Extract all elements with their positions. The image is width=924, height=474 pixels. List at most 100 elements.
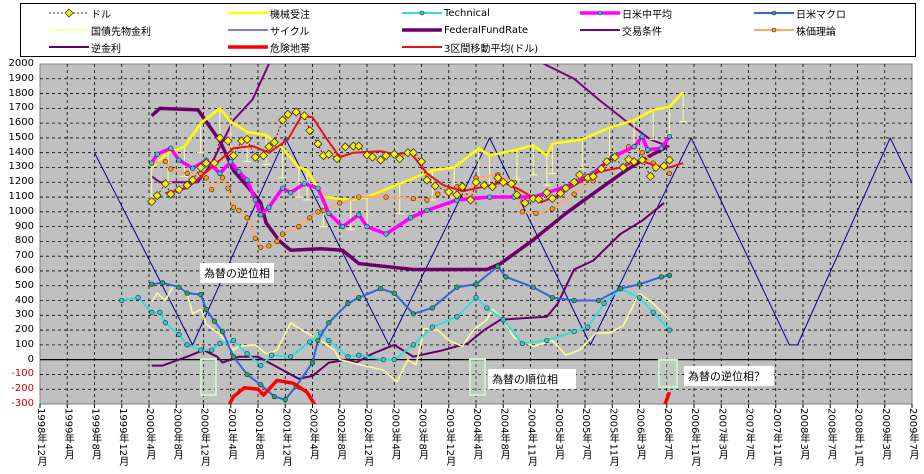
y-tick-label: 2000: [8, 58, 34, 69]
y-tick-label: 900: [14, 220, 34, 232]
data-point: [160, 280, 166, 286]
data-point: [471, 177, 481, 187]
data-point: [519, 340, 525, 346]
x-tick-label: 2004年8月: [498, 408, 510, 460]
x-tick-label: 2007年3月: [716, 408, 728, 460]
data-point: [190, 165, 196, 171]
data-point: [512, 190, 522, 200]
data-point: [596, 297, 602, 304]
data-point: [198, 347, 204, 353]
data-point: [271, 394, 277, 400]
data-point: [378, 286, 384, 292]
x-tick-label: 2004年4月: [471, 408, 482, 460]
y-tick-label: 600: [14, 264, 34, 276]
y-tick-label: -200: [11, 383, 34, 395]
data-point: [629, 156, 639, 167]
data-point: [309, 360, 316, 366]
data-point: [266, 243, 272, 249]
data-point: [209, 347, 215, 353]
data-point: [631, 144, 637, 150]
data-point: [250, 152, 260, 162]
data-point: [391, 357, 397, 363]
y-tick-label: 700: [14, 250, 34, 262]
data-point: [356, 352, 362, 358]
data-point: [381, 151, 391, 161]
legend-label: サイクル: [270, 26, 310, 38]
data-point: [498, 177, 508, 187]
data-point: [326, 210, 332, 216]
data-point: [389, 149, 399, 159]
data-point: [549, 206, 555, 212]
data-point: [454, 314, 460, 320]
x-tick-label: 2002年8月: [334, 408, 346, 460]
data-point: [315, 209, 321, 215]
legend-swatch: [580, 10, 620, 16]
data-point: [544, 337, 550, 344]
data-point: [435, 191, 441, 197]
series-6: [94, 137, 912, 346]
data-point: [345, 300, 351, 307]
data-point: [588, 171, 598, 181]
data-point: [383, 194, 389, 200]
x-tick-label: 2007年11月: [770, 408, 782, 467]
data-point: [119, 297, 125, 304]
data-point: [408, 215, 414, 221]
data-point: [601, 300, 607, 307]
data-point: [520, 198, 530, 208]
legend-swatch: [402, 28, 442, 32]
data-point: [296, 224, 302, 230]
x-tick-label: 2008年7月: [825, 408, 837, 460]
data-point: [574, 170, 585, 180]
data-point: [157, 309, 163, 315]
data-point: [500, 317, 506, 323]
data-point: [367, 152, 378, 162]
legend-label: Technical: [444, 7, 490, 19]
data-point: [618, 162, 628, 173]
data-point: [376, 155, 386, 165]
annotation-reverse-phase-question: 為替の逆位相？: [684, 366, 774, 386]
data-point: [211, 318, 217, 324]
y-tick-label: 800: [14, 235, 34, 247]
data-point: [215, 133, 225, 143]
data-point: [424, 197, 430, 203]
data-point: [664, 155, 675, 165]
data-point: [429, 324, 436, 330]
x-tick-label: 2003年8月: [416, 408, 428, 460]
series-11: [227, 378, 672, 404]
series-line: [151, 202, 665, 380]
data-point: [542, 188, 552, 198]
data-point: [596, 164, 606, 174]
data-point: [269, 137, 279, 147]
series-0: [147, 107, 675, 208]
data-point: [383, 231, 389, 237]
data-point: [277, 115, 288, 125]
data-point: [506, 179, 516, 189]
data-point: [561, 183, 571, 193]
y-tick-label: -100: [11, 368, 34, 380]
data-point: [288, 190, 294, 196]
x-tick-label: 2006年7月: [661, 408, 673, 460]
data-point: [174, 185, 184, 195]
x-tick-label: 2000年12月: [198, 408, 210, 467]
series-line: [151, 284, 671, 383]
data-point: [473, 294, 479, 301]
data-point: [422, 175, 432, 185]
data-point: [658, 274, 664, 280]
data-point: [198, 292, 204, 298]
data-point: [534, 194, 544, 204]
x-tick-label: 2005年3月: [552, 408, 564, 460]
data-point: [223, 136, 233, 146]
x-tick-label: 2002年4月: [307, 408, 319, 460]
legend-label: 機械受注: [270, 9, 310, 21]
x-tick-label: 2004年11月: [525, 408, 537, 467]
data-point: [258, 151, 269, 161]
data-point: [571, 191, 577, 197]
x-tick-label: 2001年12月: [280, 408, 292, 467]
legend-item: 3区間移動平均(ドル): [402, 40, 538, 55]
series-10: [151, 202, 665, 380]
x-tick-label: 2001年8月: [253, 408, 264, 460]
data-point: [266, 204, 272, 210]
legend-swatch: [228, 45, 268, 49]
data-point: [244, 177, 250, 183]
